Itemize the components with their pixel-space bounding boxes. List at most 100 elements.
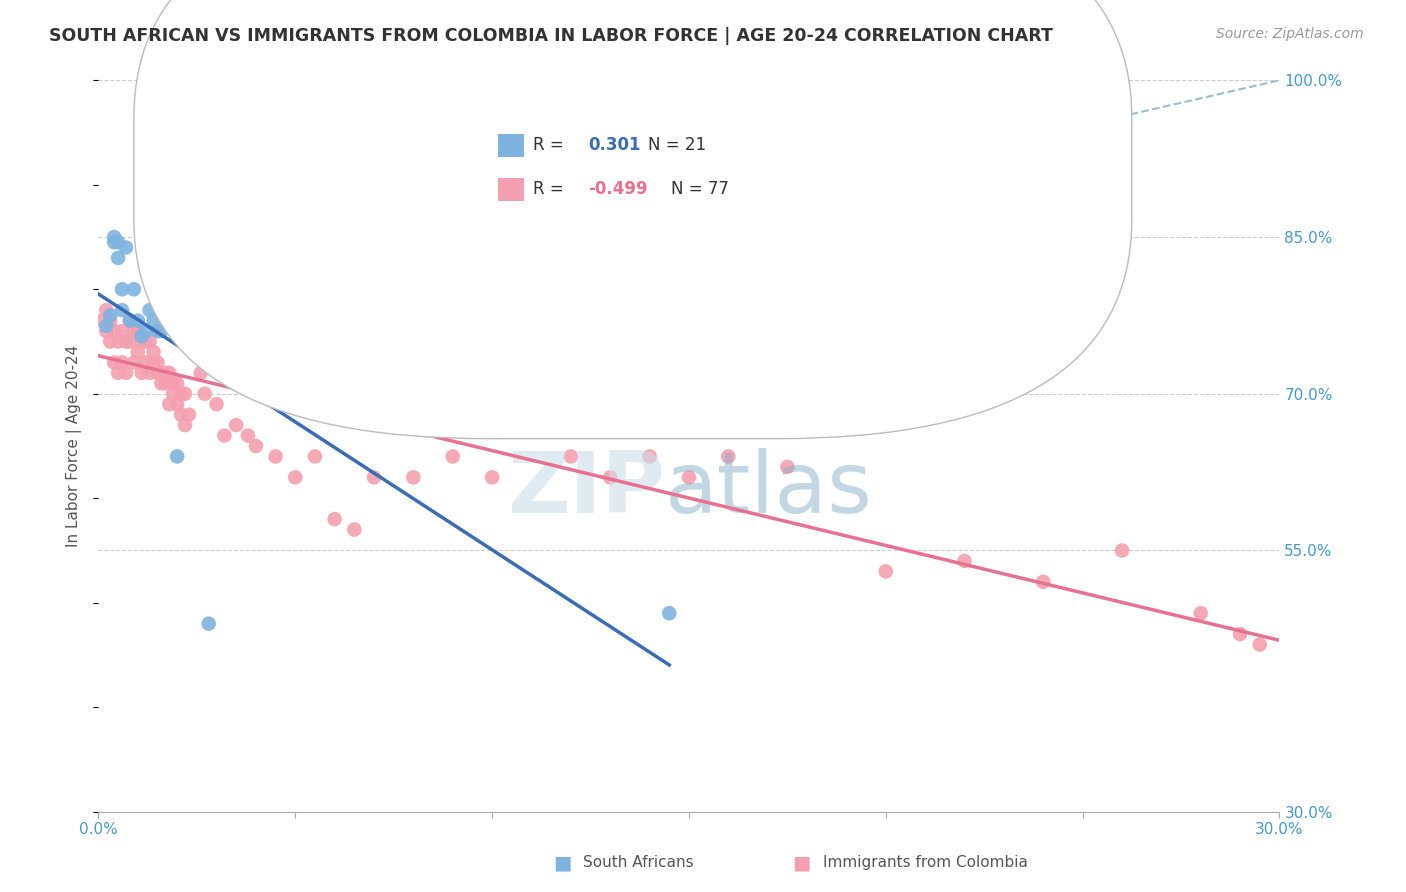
Point (103, 235, 125, 250)
Point (118, 334, 141, 349)
Point (107, 251, 129, 265)
Text: N = 21: N = 21 (648, 136, 706, 153)
Point (166, 397, 188, 411)
Point (122, 282, 145, 296)
Point (138, 303, 160, 318)
Point (177, 324, 200, 338)
Point (717, 450, 740, 464)
Point (107, 366, 129, 380)
Point (560, 450, 582, 464)
Text: SOUTH AFRICAN VS IMMIGRANTS FROM COLOMBIA IN LABOR FORCE | AGE 20-24 CORRELATION: SOUTH AFRICAN VS IMMIGRANTS FROM COLOMBI… (49, 27, 1053, 45)
Point (1249, 638, 1271, 652)
Point (127, 324, 149, 338)
Point (146, 366, 169, 380)
Point (98, 309, 121, 323)
Y-axis label: In Labor Force | Age 20-24: In Labor Force | Age 20-24 (66, 345, 83, 547)
Point (135, 324, 157, 338)
Point (142, 313, 165, 327)
Point (284, 470, 307, 484)
Point (115, 240, 138, 254)
Point (205, 397, 228, 411)
Point (111, 282, 134, 296)
Point (98, 313, 121, 327)
Point (96, 318, 118, 333)
Text: South Africans: South Africans (583, 855, 695, 870)
Point (197, 303, 219, 318)
Point (127, 345, 149, 359)
Text: -0.499: -0.499 (589, 179, 648, 197)
Point (875, 565, 897, 579)
Point (343, 523, 366, 537)
Point (197, 616, 219, 631)
Point (131, 329, 153, 343)
Point (150, 376, 173, 391)
Point (162, 386, 184, 401)
Point (162, 376, 184, 391)
Point (103, 324, 125, 338)
Point (776, 459, 799, 474)
Point (157, 366, 180, 380)
Point (115, 334, 138, 349)
Point (177, 408, 200, 422)
Point (138, 334, 160, 349)
Point (1189, 606, 1212, 620)
Point (118, 313, 141, 327)
Point (103, 355, 125, 369)
Text: ■: ■ (792, 853, 811, 872)
Point (174, 386, 197, 401)
Bar (498, 178, 523, 201)
Point (146, 355, 169, 369)
Point (107, 235, 129, 250)
Point (135, 334, 157, 349)
Point (1111, 543, 1133, 558)
Point (678, 470, 700, 484)
Text: R =: R = (533, 136, 569, 153)
Point (150, 366, 173, 380)
Point (186, 209, 208, 223)
Point (166, 450, 188, 464)
Point (146, 324, 169, 338)
Point (98, 334, 121, 349)
Point (194, 386, 217, 401)
Point (122, 355, 145, 369)
Text: Immigrants from Colombia: Immigrants from Colombia (823, 855, 1028, 870)
Point (131, 334, 153, 349)
Point (441, 450, 464, 464)
Point (264, 450, 287, 464)
Point (1032, 574, 1054, 589)
Point (323, 512, 346, 526)
Point (118, 313, 141, 327)
Text: R =: R = (533, 179, 569, 197)
Point (138, 366, 160, 380)
Point (181, 303, 204, 318)
Point (190, 366, 212, 380)
Point (170, 408, 193, 422)
Point (599, 470, 621, 484)
Point (107, 334, 129, 349)
Text: ZIP: ZIP (508, 449, 665, 532)
Bar (498, 134, 523, 157)
Point (1229, 627, 1251, 641)
Point (111, 303, 134, 318)
Point (174, 418, 197, 433)
Point (155, 376, 177, 391)
Point (638, 450, 661, 464)
Point (131, 366, 153, 380)
Point (115, 366, 138, 380)
Text: 0.301: 0.301 (589, 136, 641, 153)
Point (127, 313, 149, 327)
Point (481, 470, 503, 484)
Point (157, 397, 180, 411)
Text: ■: ■ (553, 853, 572, 872)
Point (953, 554, 976, 568)
Point (103, 230, 125, 244)
Point (166, 376, 188, 391)
Point (214, 428, 236, 442)
Point (225, 418, 247, 433)
Text: Source: ZipAtlas.com: Source: ZipAtlas.com (1216, 27, 1364, 41)
Point (236, 428, 259, 442)
Point (122, 324, 145, 338)
Point (658, 606, 681, 620)
Point (363, 470, 385, 484)
Text: atlas: atlas (665, 449, 873, 532)
